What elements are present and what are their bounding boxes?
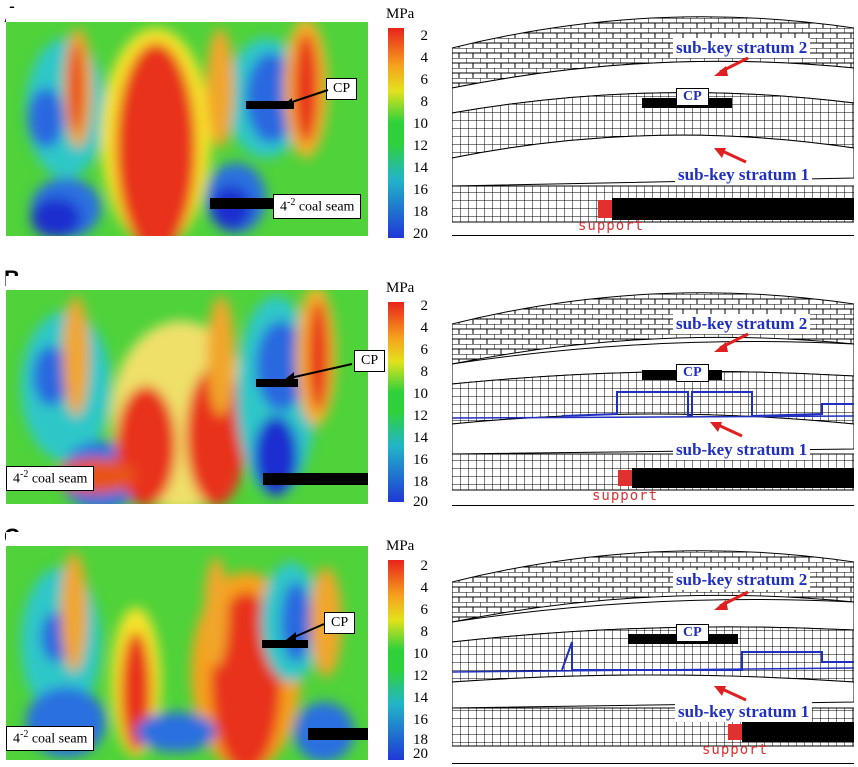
block-model-c	[452, 550, 854, 764]
sub-key-stratum-1-label-c: sub-key stratum 1	[675, 702, 813, 722]
scale-tick: 12	[413, 408, 428, 424]
block-model-b	[452, 292, 854, 506]
model-cp-label-b: CP	[676, 364, 709, 382]
scale-tick: 14	[413, 430, 428, 446]
cp-callout-b: CP	[354, 350, 386, 372]
scale-tick: 16	[413, 712, 428, 728]
model-cp-label-a: CP	[676, 88, 709, 106]
stress-map-c	[6, 532, 368, 760]
scale-tick: 6	[420, 342, 429, 358]
red-arrow-lower-a	[714, 148, 747, 164]
sub-key-stratum-1-label-a: sub-key stratum 1	[675, 165, 813, 185]
scale-tick: 2	[420, 298, 429, 314]
scale-tick: 14	[413, 690, 428, 706]
cp-callout-a: CP	[326, 78, 358, 100]
scale-tick: 14	[413, 160, 428, 176]
scale-tick: 10	[413, 386, 428, 402]
scale-tick: 16	[413, 452, 428, 468]
scale-tick: 18	[413, 204, 428, 220]
sub-key-stratum-2-label-b: sub-key stratum 2	[673, 314, 811, 334]
sub-key-stratum-2-label-a: sub-key stratum 2	[673, 38, 811, 58]
sub-key-stratum-2-label-c: sub-key stratum 2	[673, 570, 811, 590]
red-arrow-lower-c	[714, 686, 747, 702]
coal-seam-label-b: 4-2 coal seam	[6, 466, 95, 491]
scale-tick: 2	[420, 28, 429, 44]
scale-tick: 4	[420, 50, 429, 66]
scale-tick: 18	[413, 474, 428, 490]
support-label-b: support	[592, 488, 659, 504]
coal-seam-label-a: 4-2 coal seam	[273, 194, 362, 219]
support-label-c: support	[702, 742, 769, 758]
coal-seam-label-c: 4-2 coal seam	[6, 726, 95, 751]
scale-tick: 8	[420, 364, 429, 380]
scale-tick: 8	[420, 624, 429, 640]
red-arrow-upper-a	[714, 56, 749, 76]
scale-tick: 8	[420, 94, 429, 110]
stress-scale-unit-a: MPa	[386, 6, 415, 22]
cp-callout-c: CP	[324, 612, 356, 634]
stress-scale-unit-b: MPa	[386, 280, 415, 296]
stress-scale-bar-b	[388, 302, 404, 502]
scale-tick: 20	[413, 226, 428, 242]
cp-pointer-b	[284, 363, 353, 381]
scale-tick: 10	[413, 646, 428, 662]
red-arrow-upper-c	[714, 590, 749, 610]
scale-tick: 16	[413, 182, 428, 198]
stress-scale-unit-c: MPa	[386, 538, 415, 554]
cp-pointer-a	[282, 89, 329, 106]
scale-tick: 10	[413, 116, 428, 132]
stress-map-b	[6, 276, 368, 504]
scale-tick: 12	[413, 138, 428, 154]
scale-tick: 6	[420, 72, 429, 88]
scale-tick: 2	[420, 558, 429, 574]
scale-tick: 6	[420, 602, 429, 618]
scale-tick: 12	[413, 668, 428, 684]
red-arrow-upper-b	[714, 332, 749, 352]
scale-tick: 20	[413, 746, 428, 762]
stress-scale-bar-a	[388, 28, 404, 238]
scale-tick: 18	[413, 732, 428, 748]
scale-tick: 20	[413, 494, 428, 510]
red-arrow-lower-b	[710, 422, 743, 438]
support-label-a: support	[578, 218, 645, 234]
sub-key-stratum-1-label-b: sub-key stratum 1	[673, 440, 811, 460]
cp-pointer-c	[286, 623, 325, 641]
model-cp-label-c: CP	[676, 624, 709, 642]
scale-tick: 4	[420, 580, 429, 596]
stress-scale-bar-c	[388, 560, 404, 760]
scale-tick: 4	[420, 320, 429, 336]
